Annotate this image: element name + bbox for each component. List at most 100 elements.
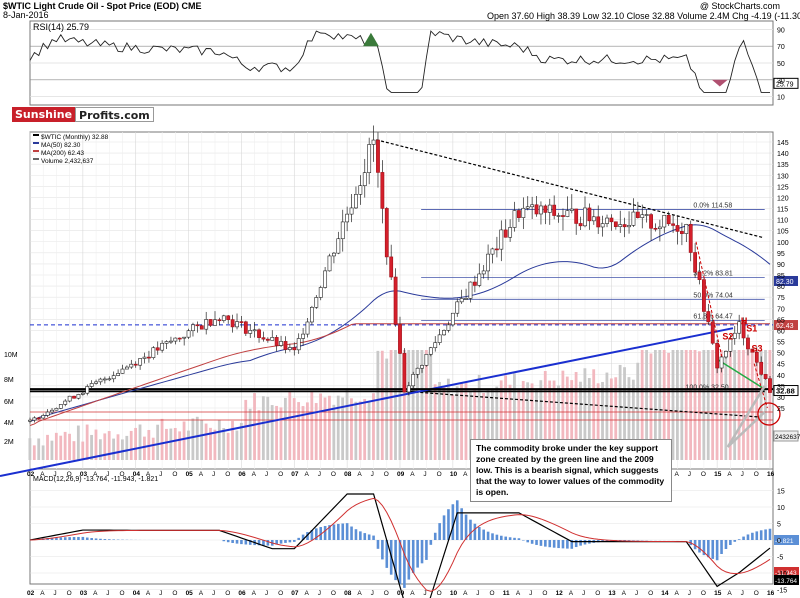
macd-histogram-bar [513, 537, 516, 540]
volume-bar [385, 358, 389, 460]
x-axis-label-bottom: 04 [133, 590, 141, 597]
volume-bar [733, 350, 737, 460]
volume-bar [561, 370, 565, 460]
macd-histogram-bar [460, 508, 463, 540]
volume-bar [565, 376, 569, 460]
candle-body [191, 324, 195, 332]
price-axis-label: 100 [777, 240, 789, 247]
volume-axis-label: 4M [4, 420, 14, 427]
candle-body [587, 207, 592, 222]
candle-body [450, 312, 455, 326]
volume-bar [248, 408, 252, 460]
candle-body [371, 139, 376, 145]
volume-bar [151, 437, 155, 460]
x-axis-label-bottom: J [371, 590, 374, 597]
candle-body [102, 378, 107, 381]
volume-bar [173, 427, 177, 460]
macd-signal-line [29, 497, 771, 592]
candle-body [508, 227, 513, 238]
x-axis-label-bottom: A [727, 590, 732, 597]
macd-histogram-bar [583, 540, 587, 545]
volume-bar [684, 350, 688, 460]
legend-entry: MA(200) 62.43 [41, 150, 84, 157]
candle-body [525, 206, 530, 209]
volume-bar [394, 350, 397, 460]
x-axis-label: J [106, 471, 109, 478]
volume-bar [720, 350, 723, 460]
candle-body [512, 210, 517, 228]
x-axis-label-bottom: A [410, 590, 415, 597]
candle-body [270, 337, 275, 341]
legend-swatch [33, 142, 39, 144]
rsi-tag-box [773, 77, 799, 89]
candle-body [80, 392, 85, 395]
volume-bar [244, 399, 248, 460]
volume-bar [266, 396, 270, 460]
price-axis-label: 105 [777, 229, 789, 236]
candle-body [600, 223, 605, 228]
label-s3: S3 [752, 343, 763, 353]
candle-body [177, 337, 182, 340]
x-axis-label-bottom: A [93, 590, 98, 597]
volume-bar [138, 424, 142, 460]
legend-entry: MA(50) 82.30 [41, 142, 81, 149]
candle-body [635, 211, 640, 218]
macd-histogram-bar [500, 535, 503, 540]
rsi-axis-label: 50 [777, 61, 785, 68]
volume-bar [239, 422, 243, 460]
volume-bar [645, 350, 648, 460]
macd-histogram-bar [341, 523, 345, 540]
volume-bar [662, 350, 666, 460]
candle-body [235, 321, 239, 328]
volume-bar [680, 350, 684, 460]
rsi-line: 25.79 [29, 30, 799, 93]
volume-bar [213, 429, 217, 460]
x-axis-label-bottom: J [53, 590, 56, 597]
x-axis-label-bottom: 03 [80, 590, 88, 597]
volume-bar [363, 398, 367, 460]
x-axis-label-bottom: 10 [450, 590, 458, 597]
candle-body [517, 210, 521, 218]
candle-body [287, 347, 292, 350]
macd-panel [29, 468, 774, 585]
price-axis-label: 35 [777, 384, 785, 391]
volume-bar [275, 405, 278, 460]
volume-bar [623, 367, 626, 460]
macd-series: MACD(12,26,9) -13.764, -11.943, -1.821 -1… [29, 476, 799, 598]
x-axis-label: A [727, 471, 732, 478]
candle-body [265, 338, 270, 341]
red-dashed-line [753, 363, 768, 409]
volume-bar [521, 380, 525, 460]
macd-histogram-bar [508, 537, 512, 540]
macd-histogram-bar [244, 540, 248, 545]
volume-bar [398, 350, 402, 460]
volume-bar [134, 427, 138, 460]
x-axis-label-bottom: 13 [608, 590, 616, 597]
candle-body [556, 215, 561, 217]
x-axis-label: 16 [767, 471, 775, 478]
volume-bar [98, 439, 102, 460]
macd-histogram-bar [332, 524, 336, 540]
volume-axis-label: 8M [4, 377, 14, 384]
ma50-tag: 82.30 [776, 279, 794, 286]
macd-histogram-bar [416, 540, 419, 568]
volume-bar [50, 440, 54, 460]
x-axis-label-bottom: A [622, 590, 627, 597]
candle-body [393, 276, 398, 325]
candle-body [125, 366, 129, 370]
x-axis-label-bottom: 08 [344, 590, 352, 597]
macd-histogram-bar [398, 540, 402, 585]
rsi-axis-label: 70 [777, 44, 785, 51]
candle-body [305, 321, 310, 335]
candle-body [345, 213, 350, 223]
volume-bar [609, 378, 613, 460]
fib-label: 0.0% 114.58 [693, 202, 732, 209]
candle-body [239, 321, 244, 323]
candle-body [41, 415, 46, 419]
macd-histogram-bar [447, 509, 450, 540]
ma50-tag-box [774, 275, 798, 286]
candle-body [336, 238, 341, 254]
x-axis-label-bottom: A [252, 590, 257, 597]
candle-body [569, 208, 574, 211]
candle-body [296, 338, 301, 351]
